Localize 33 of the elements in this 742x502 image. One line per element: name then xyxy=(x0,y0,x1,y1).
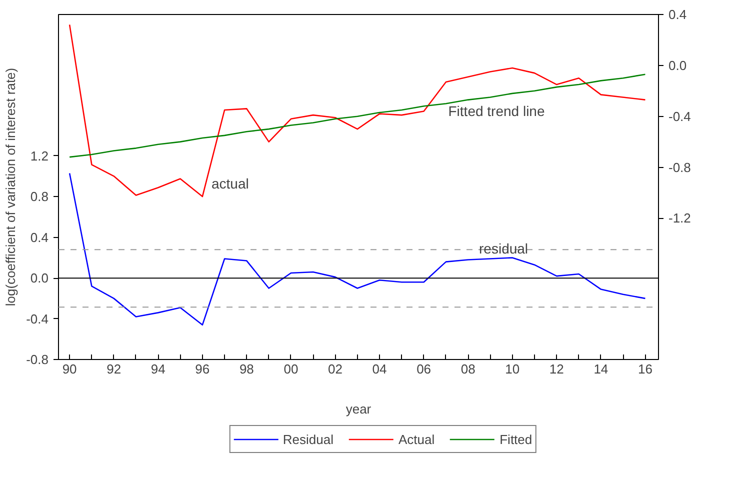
x-tick-label: 12 xyxy=(549,362,564,376)
x-tick-label: 96 xyxy=(195,362,210,376)
annotation: Fitted trend line xyxy=(448,103,545,120)
y-tick-label: 0.8 xyxy=(30,189,49,204)
y-tick-label: -0.8 xyxy=(26,352,49,367)
annotation: residual xyxy=(479,240,528,257)
x-tick-label: 08 xyxy=(460,362,476,376)
legend-label: Fitted xyxy=(500,432,532,446)
y-axis-title: log(coefficient of variation of interest rate) xyxy=(3,68,18,306)
x-tick-label: 10 xyxy=(505,362,520,376)
y-tick-label: 1.2 xyxy=(30,148,49,164)
x-tick-label: 06 xyxy=(416,362,432,376)
y-tick-label: -0.4 xyxy=(26,311,49,326)
x-tick-label: 14 xyxy=(594,362,608,376)
x-tick-label: 04 xyxy=(372,362,387,376)
annotation: actual xyxy=(212,176,249,192)
y2-tick-label: -1.2 xyxy=(668,210,691,226)
y2-tick-label: 0.4 xyxy=(668,7,687,22)
x-tick-label: 00 xyxy=(284,362,298,376)
legend-label: Actual xyxy=(398,432,435,446)
y2-tick-label: -0.4 xyxy=(668,108,691,124)
y-tick-label: 0.4 xyxy=(30,230,49,245)
x-tick-label: 92 xyxy=(106,362,122,376)
y-tick-label: 0.0 xyxy=(30,270,49,286)
legend-label: Residual xyxy=(282,432,334,446)
x-tick-label: 94 xyxy=(150,362,166,376)
x-tick-label: 02 xyxy=(328,362,342,376)
y2-tick-label: -0.8 xyxy=(668,160,691,175)
x-axis-title: year xyxy=(346,402,372,416)
x-tick-label: 90 xyxy=(62,362,77,376)
y2-tick-label: 0.0 xyxy=(668,58,687,73)
x-tick-label: 98 xyxy=(239,362,254,376)
x-tick-label: 16 xyxy=(638,362,652,376)
